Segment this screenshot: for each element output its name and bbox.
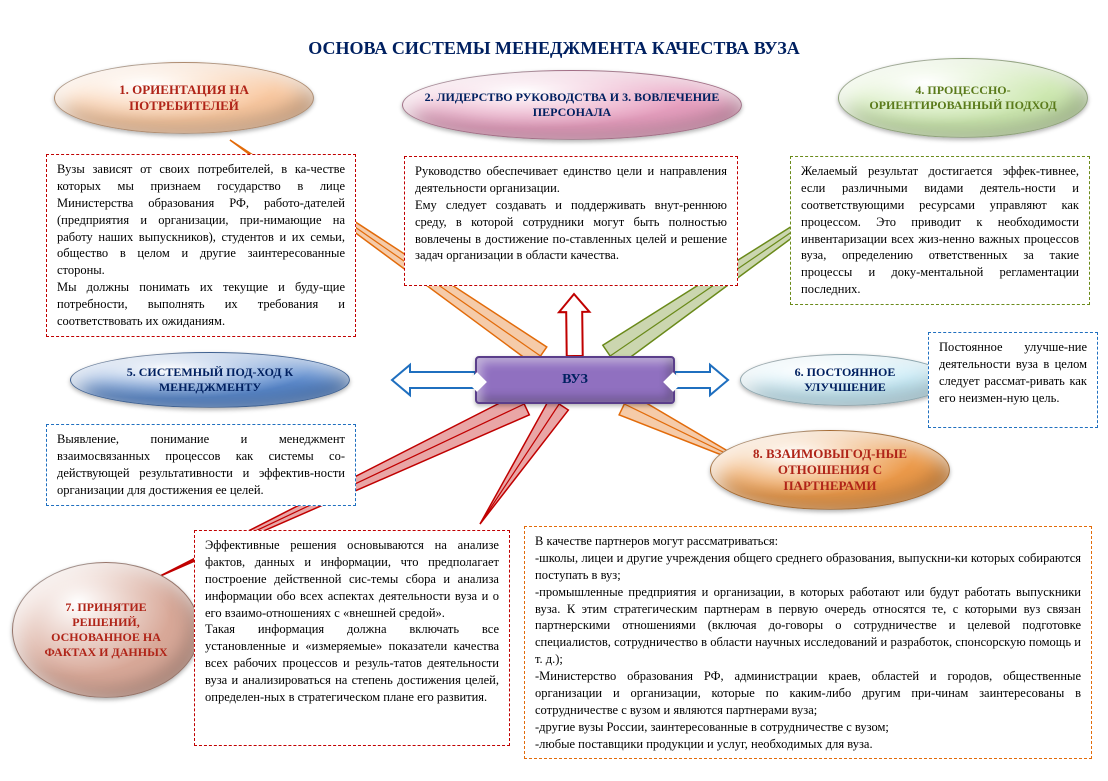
node-n2: 2. ЛИДЕРСТВО РУКОВОДСТВА И 3. ВОВЛЕЧЕНИЕ… bbox=[402, 70, 742, 140]
desc-d6: Постоянное улучше-ние деятельности вуза … bbox=[928, 332, 1098, 428]
node-n8: 8. ВЗАИМОВЫГОД-НЫЕ ОТНОШЕНИЯ С ПАРТНЕРАМ… bbox=[710, 430, 950, 510]
center-label: ВУЗ bbox=[562, 372, 588, 388]
node-n5: 5. СИСТЕМНЫЙ ПОД-ХОД К МЕНЕДЖМЕНТУ bbox=[70, 352, 350, 408]
desc-d7: Эффективные решения основываются на анал… bbox=[194, 530, 510, 746]
node-n4: 4. ПРОЦЕССНО-ОРИЕНТИРОВАННЫЙ ПОДХОД bbox=[838, 58, 1088, 138]
center-node: ВУЗ bbox=[475, 356, 675, 404]
desc-d4: Желаемый результат достигается эффек-тив… bbox=[790, 156, 1090, 305]
desc-d5: Выявление, понимание и менеджмент взаимо… bbox=[46, 424, 356, 506]
node-n7: 7. ПРИНЯТИЕ РЕШЕНИЙ, ОСНОВАННОЕ НА ФАКТА… bbox=[12, 562, 200, 698]
desc-d1: Вузы зависят от своих потребителей, в ка… bbox=[46, 154, 356, 337]
desc-d8: В качестве партнеров могут рассматривать… bbox=[524, 526, 1092, 759]
diagram-title: ОСНОВА СИСТЕМЫ МЕНЕДЖМЕНТА КАЧЕСТВА ВУЗА bbox=[0, 38, 1108, 59]
node-n6: 6. ПОСТОЯННОЕ УЛУЧШЕНИЕ bbox=[740, 354, 950, 406]
node-n1: 1. ОРИЕНТАЦИЯ НА ПОТРЕБИТЕЛЕЙ bbox=[54, 62, 314, 134]
desc-d2: Руководство обеспечивает единство цели и… bbox=[404, 156, 738, 286]
